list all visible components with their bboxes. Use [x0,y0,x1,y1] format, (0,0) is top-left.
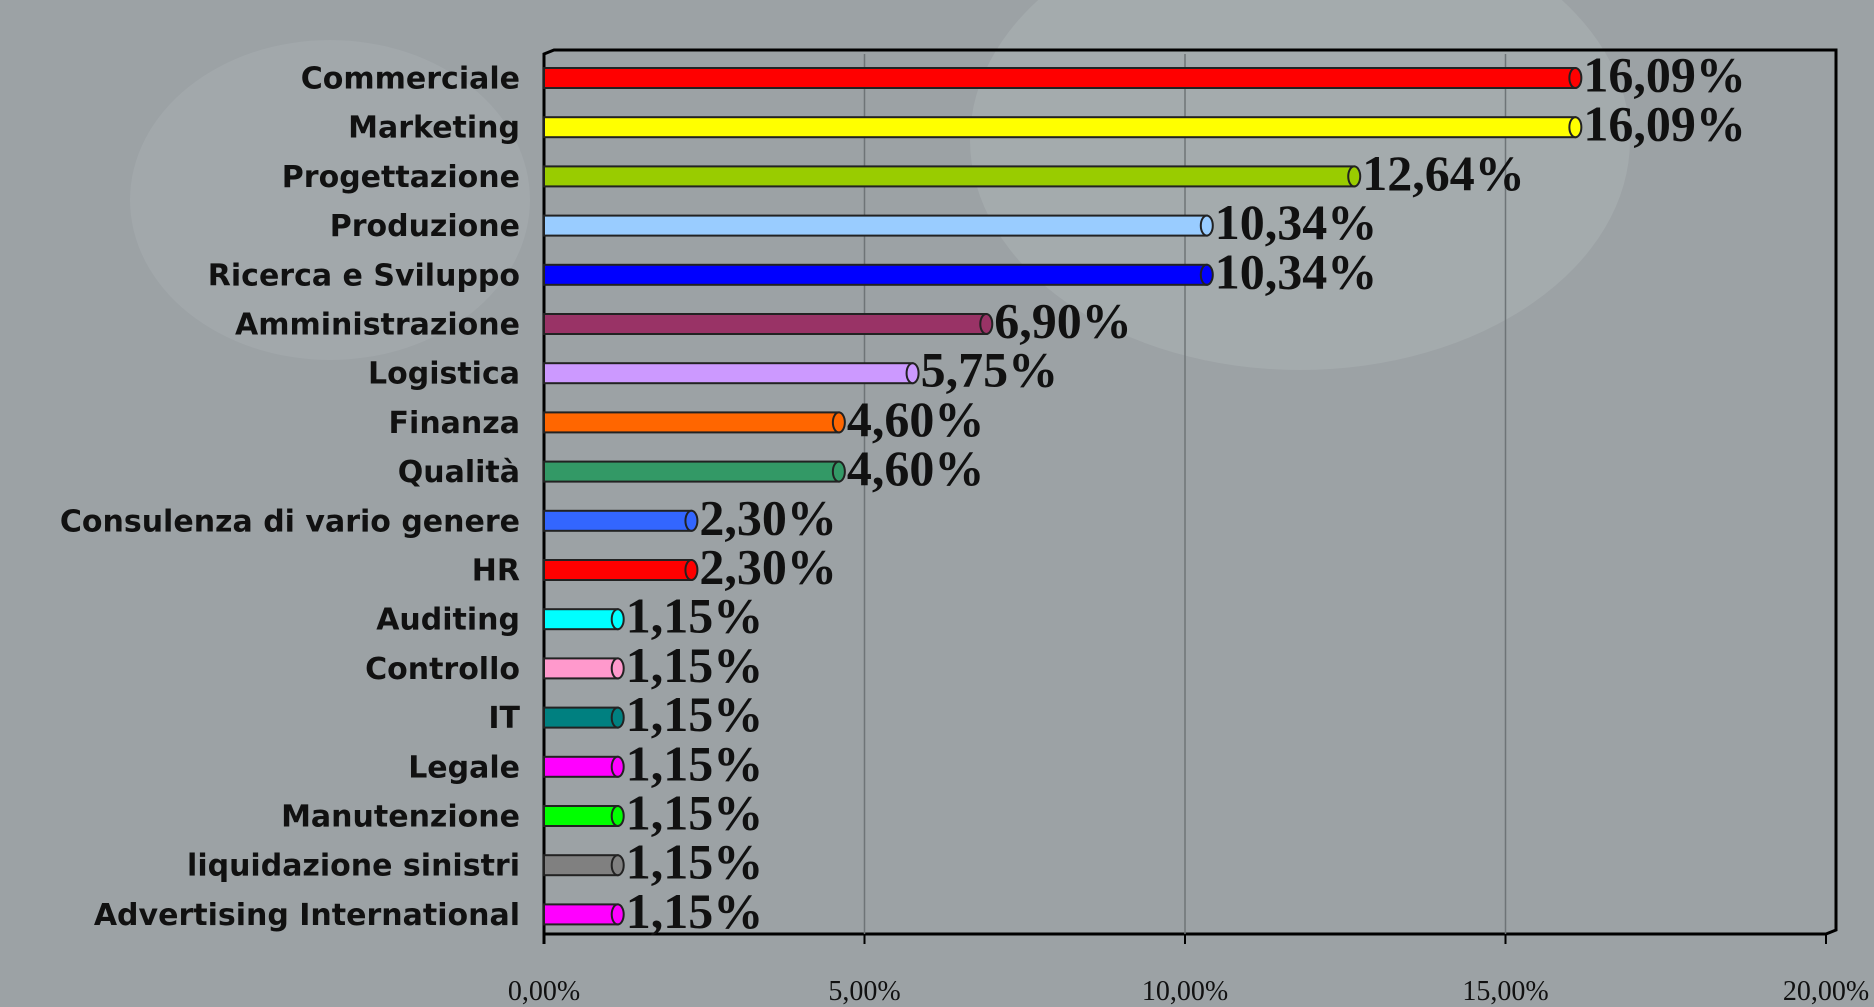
bar-cap [684,559,699,581]
bar [543,165,1356,188]
category-label: liquidazione sinistri [187,849,520,884]
value-label: 1,15% [626,588,764,644]
value-label: 4,60% [847,391,985,447]
category-label: Controllo [365,652,520,687]
bar [543,411,840,434]
bar [543,755,619,778]
bar-cap [831,411,846,434]
bar [543,116,1577,139]
category-label: Commerciale [301,62,520,97]
bar-cap [905,362,920,385]
bar [543,657,619,680]
category-label: Advertising International [94,898,520,933]
bar-cap [1199,263,1214,286]
bar [543,608,619,631]
bar [543,509,693,532]
bar-cap [1347,165,1362,188]
value-label: 1,15% [626,735,764,791]
bar [543,460,840,483]
x-tick-label: 0,00% [508,976,580,1007]
x-tick-label: 5,00% [828,976,900,1007]
category-label: Legale [408,750,520,785]
value-label: 1,15% [626,686,764,742]
value-label: 12,64% [1362,145,1525,201]
bar [543,362,914,385]
value-label: 10,34% [1215,243,1378,299]
category-label: IT [488,701,520,736]
bar-cap [610,706,625,729]
value-label: 10,34% [1215,194,1378,250]
category-label: Consulenza di vario genere [60,504,520,539]
category-label: Produzione [330,209,520,244]
bar-cap [1199,214,1214,237]
value-label: 4,60% [847,440,985,496]
background-decor [130,40,530,360]
value-label: 5,75% [921,342,1058,398]
bar-cap [1568,67,1583,89]
x-tick-label: 20,00% [1783,976,1869,1007]
category-label: Qualità [398,455,520,490]
value-label: 6,90% [994,292,1132,348]
value-label: 2,30% [699,489,837,545]
bar [543,706,619,729]
category-label: Amministrazione [235,308,520,343]
bar [543,263,1208,286]
category-label: Marketing [348,111,520,146]
category-label: Logistica [368,357,520,392]
value-label: 16,09% [1583,46,1746,102]
bar [543,313,988,335]
bar [543,903,619,926]
bar [543,67,1577,89]
x-tick-label: 10,00% [1142,976,1228,1007]
bar-cap [610,854,625,877]
value-label: 1,15% [626,784,764,840]
bar-cap [610,608,625,631]
value-label: 1,15% [626,883,764,939]
bar-cap [610,805,625,827]
bar [543,854,619,877]
bar-cap [610,657,625,680]
value-label: 2,30% [699,538,837,594]
category-label: Auditing [376,603,520,638]
category-label: Ricerca e Sviluppo [208,258,520,293]
bar [543,805,619,827]
x-tick-label: 15,00% [1462,976,1548,1007]
category-label: Progettazione [282,160,520,195]
value-label: 1,15% [626,834,764,890]
bar-cap [684,509,699,532]
bar-cap [979,313,994,335]
category-label: HR [472,554,520,589]
bar-cap [610,755,625,778]
bar [543,214,1208,237]
category-label: Manutenzione [281,800,520,835]
bar-cap [1568,116,1583,139]
value-label: 1,15% [626,637,764,693]
bar [543,559,693,581]
bar-cap [831,460,846,483]
bar-cap [610,903,625,926]
value-label: 16,09% [1583,96,1746,152]
category-label: Finanza [389,406,520,441]
